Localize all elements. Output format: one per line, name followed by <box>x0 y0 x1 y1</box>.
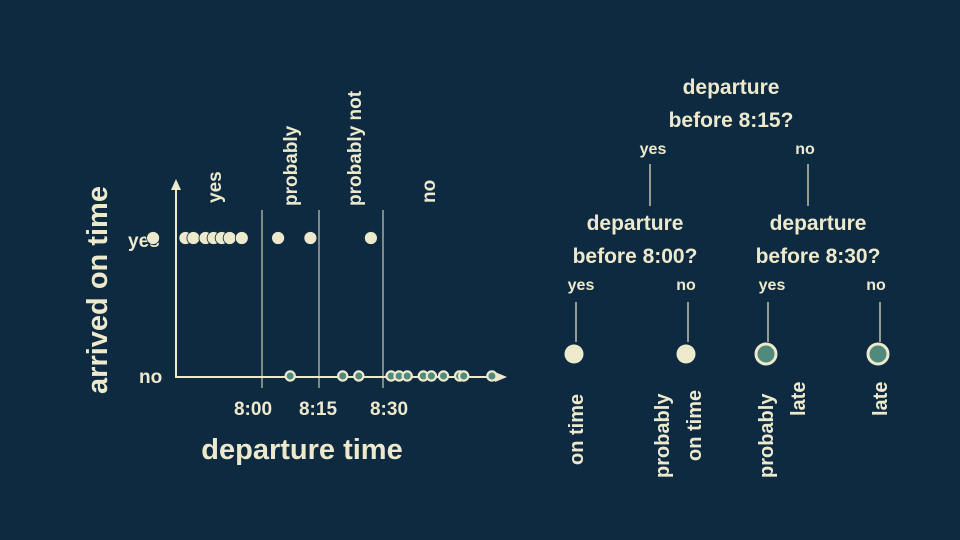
leaf-2-label-line1: probably <box>652 393 674 478</box>
data-points <box>146 231 498 382</box>
right-branch-no-label: no <box>866 277 886 294</box>
x-tick-8-15: 8:15 <box>299 399 337 420</box>
data-point-no-5 <box>401 370 413 382</box>
data-point-yes-7 <box>234 231 249 245</box>
data-point-yes-10 <box>363 231 378 245</box>
root-question-line1: departure <box>683 76 780 99</box>
y-axis-title: arrived on time <box>82 186 114 394</box>
region-label-probably-not: probably not <box>345 90 366 206</box>
right-question-line1: departure <box>770 212 867 235</box>
region-label-no: no <box>419 180 440 203</box>
leaf-4-label: late <box>870 382 892 416</box>
x-axis-title: departure time <box>201 434 402 466</box>
region-label-probably: probably <box>281 125 302 206</box>
data-point-no-1 <box>337 370 349 382</box>
data-point-no-10 <box>458 370 470 382</box>
leaf-3-label-line2: late <box>788 382 810 416</box>
left-branch-no-label: no <box>676 277 696 294</box>
x-tick-8-30: 8:30 <box>370 399 408 420</box>
x-tick-8-00: 8:00 <box>234 399 272 420</box>
leaf-1-label: on time <box>566 394 588 465</box>
right-question-line2: before 8:30? <box>756 245 881 268</box>
leaf-3-label-line1: probably <box>756 393 778 478</box>
data-point-no-7 <box>425 370 438 382</box>
data-point-yes-6 <box>222 231 237 245</box>
left-branch-yes-label: yes <box>568 277 595 294</box>
data-point-yes-9 <box>303 231 318 245</box>
leaf-late-marker <box>866 342 890 366</box>
leaf-probably-on-time-marker <box>676 344 696 364</box>
data-point-no-0 <box>284 370 296 382</box>
data-point-no-2 <box>353 370 365 382</box>
y-axis-arrowhead <box>171 179 181 190</box>
data-point-no-11 <box>486 370 498 382</box>
leaf-2-label-line2: on time <box>684 390 706 461</box>
y-tick-no: no <box>139 367 162 388</box>
left-question-line1: departure <box>587 212 684 235</box>
scatter-chart: yes probably probably not no yes no 8:00… <box>82 90 507 466</box>
data-point-yes-0 <box>146 231 161 245</box>
left-question-line2: before 8:00? <box>573 245 698 268</box>
root-question-line2: before 8:15? <box>669 109 794 132</box>
leaf-probably-late-marker <box>754 342 778 366</box>
x-axis-arrowhead <box>495 372 507 382</box>
root-branch-yes-label: yes <box>640 141 667 158</box>
data-point-no-8 <box>437 370 450 382</box>
region-label-yes: yes <box>205 171 226 203</box>
leaf-on-time-marker <box>564 344 584 364</box>
decision-tree: departure before 8:15? yes no departure … <box>564 76 892 478</box>
right-branch-yes-label: yes <box>759 277 786 294</box>
data-point-yes-2 <box>186 231 201 245</box>
root-branch-no-label: no <box>795 141 815 158</box>
data-point-yes-8 <box>271 231 286 245</box>
